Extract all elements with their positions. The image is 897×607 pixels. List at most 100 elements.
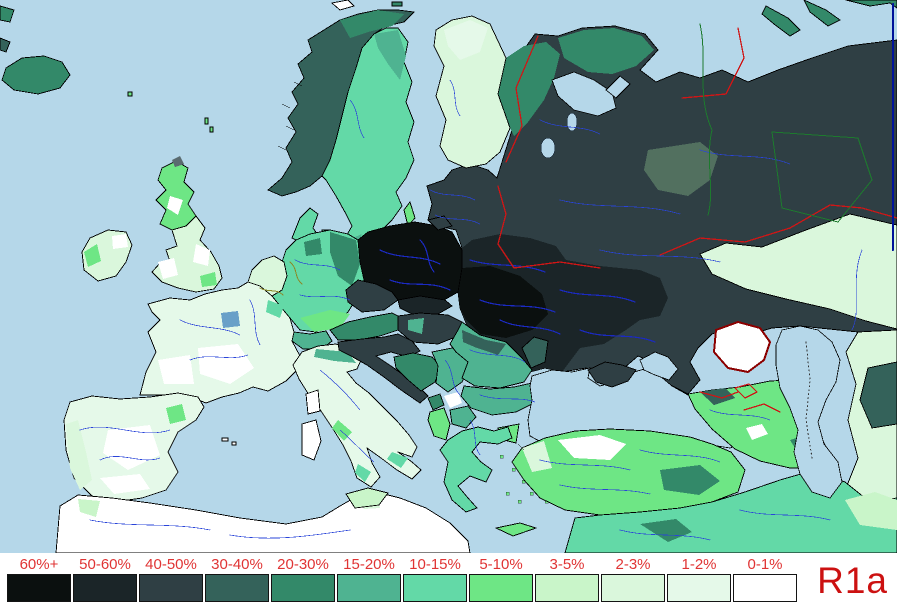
- kaliningrad-region: [427, 215, 453, 231]
- aragon-region: [166, 404, 186, 424]
- mesopotamia-region: [640, 519, 692, 542]
- connacht-region: [84, 244, 101, 267]
- east-anglia-patch: [200, 272, 217, 287]
- croatia-region: [337, 333, 429, 404]
- iceland-region: [1, 55, 71, 95]
- legend: 60%+ 50-60% 40-50% 30-40% 20-30% 15-20% …: [0, 555, 897, 607]
- legend-label: 40-50%: [145, 556, 197, 573]
- karelia-region: [498, 42, 560, 136]
- legend-item: 2-3%: [601, 556, 665, 602]
- sicily-island: [345, 487, 389, 509]
- legend-label: 2-3%: [615, 556, 651, 573]
- legend-label: 60%+: [19, 556, 59, 573]
- shetland-island: [209, 126, 214, 133]
- faroe-islands: [127, 91, 133, 97]
- ulster-region: [112, 234, 128, 249]
- finland-region: [433, 15, 511, 169]
- legend-label: 20-30%: [277, 556, 329, 573]
- andalusia-region: [100, 474, 150, 494]
- regional-borders-navy: [379, 239, 656, 343]
- legend-item: 20-30%: [271, 556, 335, 602]
- legend-swatch: [271, 574, 335, 602]
- west-anatolia-region: [522, 441, 552, 472]
- albania-region: [427, 407, 451, 441]
- legend-label: 15-20%: [343, 556, 395, 573]
- national-borders-olive: [259, 261, 303, 296]
- central-asia-dark-region: [859, 361, 897, 429]
- north-sweden-region: [374, 30, 406, 80]
- legend-item: 3-5%: [535, 556, 599, 602]
- legend-swatch: [667, 574, 731, 602]
- apulia-patch: [387, 452, 408, 468]
- legend-swatch: [139, 574, 203, 602]
- white-sea: [551, 71, 617, 117]
- legend-swatch: [733, 574, 797, 602]
- lake-onega: [566, 112, 578, 132]
- legend-swatch: [403, 574, 467, 602]
- kosovo-region: [444, 392, 462, 408]
- svalbard-island: [331, 0, 355, 11]
- legend-label: 50-60%: [79, 556, 131, 573]
- legend-swatch: [337, 574, 401, 602]
- greenland-fragment: [0, 5, 15, 23]
- italy-region: [292, 343, 422, 488]
- west-ukraine-region: [458, 266, 548, 338]
- belarus-ukraine-region: [458, 234, 668, 372]
- central-anatolia-region: [558, 435, 626, 460]
- aquitaine-region: [158, 355, 194, 384]
- legend-label: 3-5%: [549, 556, 585, 573]
- orkney-region: [172, 156, 184, 167]
- hamburg-region: [304, 238, 322, 256]
- legend-item: 10-15%: [403, 556, 467, 602]
- sea-of-azov: [639, 351, 679, 381]
- legend-item: 50-60%: [73, 556, 137, 602]
- castile-region: [103, 425, 160, 470]
- iran-east-region: [845, 492, 897, 530]
- gotland-island: [403, 201, 416, 227]
- legend-swatch: [73, 574, 137, 602]
- macedonia-region: [449, 405, 477, 429]
- southeast-anatolia-region: [660, 465, 720, 495]
- moldova-region: [521, 336, 549, 369]
- central-italy-patch: [332, 420, 352, 441]
- haplogroup-title: R1a: [817, 560, 888, 601]
- caspian-sea: [775, 325, 843, 499]
- lapland-region: [444, 20, 488, 60]
- sardinia-island: [301, 419, 322, 461]
- wales-region: [158, 258, 178, 279]
- legend-label: 1-2%: [681, 556, 717, 573]
- greece-region: [439, 426, 513, 513]
- morocco-coast-region: [78, 499, 100, 517]
- highlands-patch: [167, 196, 183, 215]
- novaya-zemlya-island: [803, 0, 841, 27]
- montenegro-region: [427, 393, 445, 411]
- map-canvas: [0, 0, 897, 553]
- legend-swatch: [469, 574, 533, 602]
- legend-label: 0-1%: [747, 556, 783, 573]
- kazakhstan-region: [699, 213, 897, 330]
- balearic-island: [221, 437, 229, 442]
- paris-region: [221, 311, 240, 328]
- national-borders-green: [699, 23, 873, 223]
- volga-region: [644, 142, 718, 196]
- legend-item: 40-50%: [139, 556, 203, 602]
- shetland-island: [204, 117, 209, 125]
- novaya-zemlya-island: [761, 5, 801, 37]
- kalmykia-region: [712, 320, 772, 374]
- bosnia-region: [393, 352, 442, 392]
- crimea-region: [587, 361, 637, 388]
- legend-label: 30-40%: [211, 556, 263, 573]
- hungary-west-region: [408, 318, 424, 334]
- svalbard-island: [391, 1, 403, 7]
- legend-item: 5-10%: [469, 556, 533, 602]
- alsace-region: [266, 300, 284, 318]
- calabria-patch: [355, 464, 371, 482]
- legend-item: 1-2%: [667, 556, 731, 602]
- white-sea-channel: [605, 75, 631, 99]
- legend-swatch: [535, 574, 599, 602]
- legend-label: 10-15%: [409, 556, 461, 573]
- legend-item: 30-40%: [205, 556, 269, 602]
- legend-label: 5-10%: [479, 556, 523, 573]
- kola-peninsula-region: [558, 28, 654, 74]
